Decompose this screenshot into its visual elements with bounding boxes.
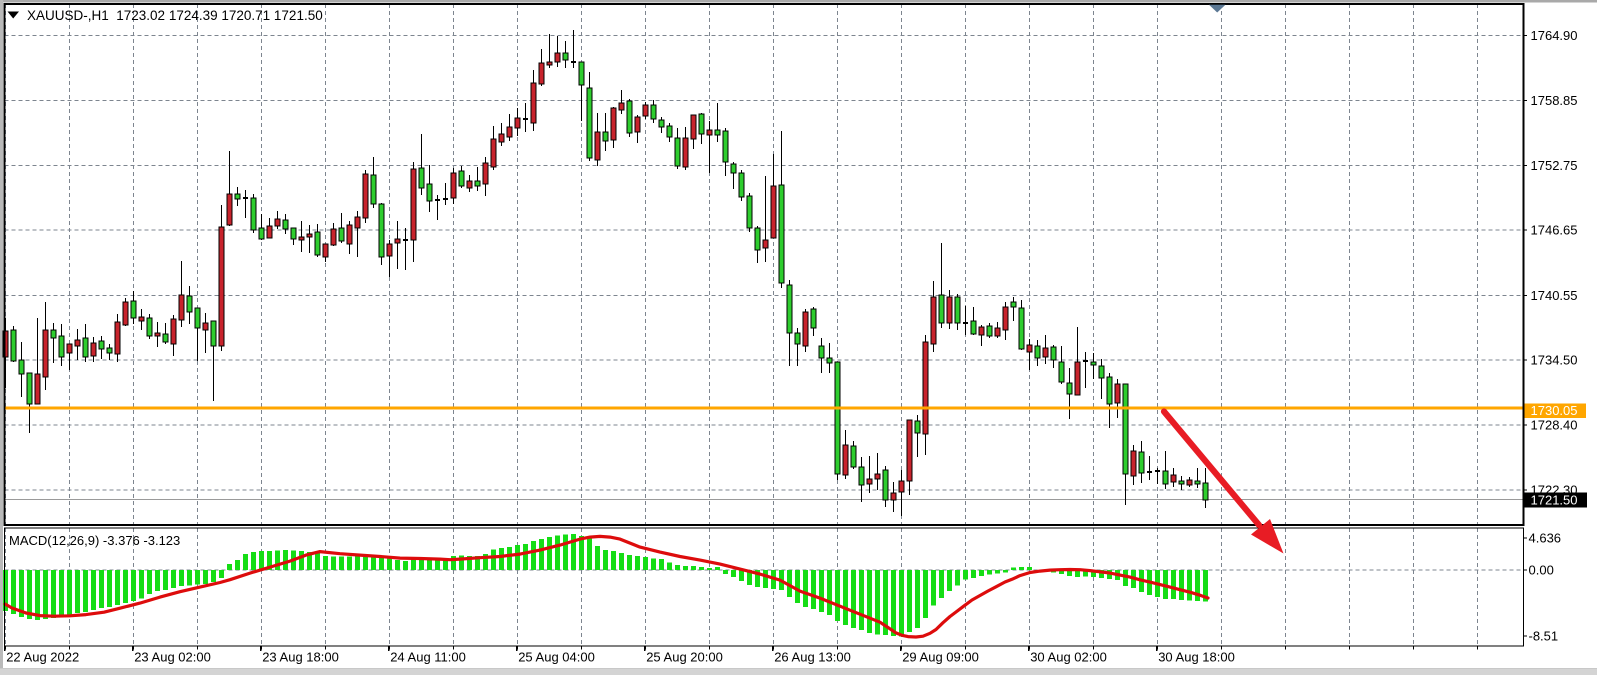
svg-text:29 Aug 09:00: 29 Aug 09:00 [902, 650, 979, 665]
svg-text:23 Aug 18:00: 23 Aug 18:00 [262, 650, 339, 665]
svg-text:25 Aug 04:00: 25 Aug 04:00 [518, 650, 595, 665]
svg-text:1721.50: 1721.50 [1531, 493, 1578, 508]
svg-text:0.00: 0.00 [1529, 563, 1554, 578]
svg-text:1728.40: 1728.40 [1531, 418, 1578, 433]
svg-text:22 Aug 2022: 22 Aug 2022 [6, 650, 79, 665]
svg-text:MACD(12,26,9) -3.376 -3.123: MACD(12,26,9) -3.376 -3.123 [9, 533, 180, 548]
svg-text:1734.50: 1734.50 [1531, 353, 1578, 368]
svg-text:1746.65: 1746.65 [1531, 223, 1578, 238]
svg-text:1758.85: 1758.85 [1531, 93, 1578, 108]
svg-text:30 Aug 18:00: 30 Aug 18:00 [1158, 650, 1235, 665]
svg-text:30 Aug 02:00: 30 Aug 02:00 [1030, 650, 1107, 665]
svg-text:1752.75: 1752.75 [1531, 158, 1578, 173]
svg-text:4.636: 4.636 [1529, 530, 1562, 545]
svg-text:1740.55: 1740.55 [1531, 288, 1578, 303]
svg-text:-8.51: -8.51 [1529, 628, 1559, 643]
svg-text:1764.90: 1764.90 [1531, 28, 1578, 43]
svg-text:25 Aug 20:00: 25 Aug 20:00 [646, 650, 723, 665]
svg-text:24 Aug 11:00: 24 Aug 11:00 [390, 650, 466, 665]
svg-text:26 Aug 13:00: 26 Aug 13:00 [774, 650, 851, 665]
svg-text:23 Aug 02:00: 23 Aug 02:00 [134, 650, 211, 665]
svg-text:1730.05: 1730.05 [1531, 403, 1578, 418]
svg-text:XAUUSD-,H1 1723.02 1724.39 17: XAUUSD-,H1 1723.02 1724.39 1720.71 1721.… [27, 8, 323, 23]
